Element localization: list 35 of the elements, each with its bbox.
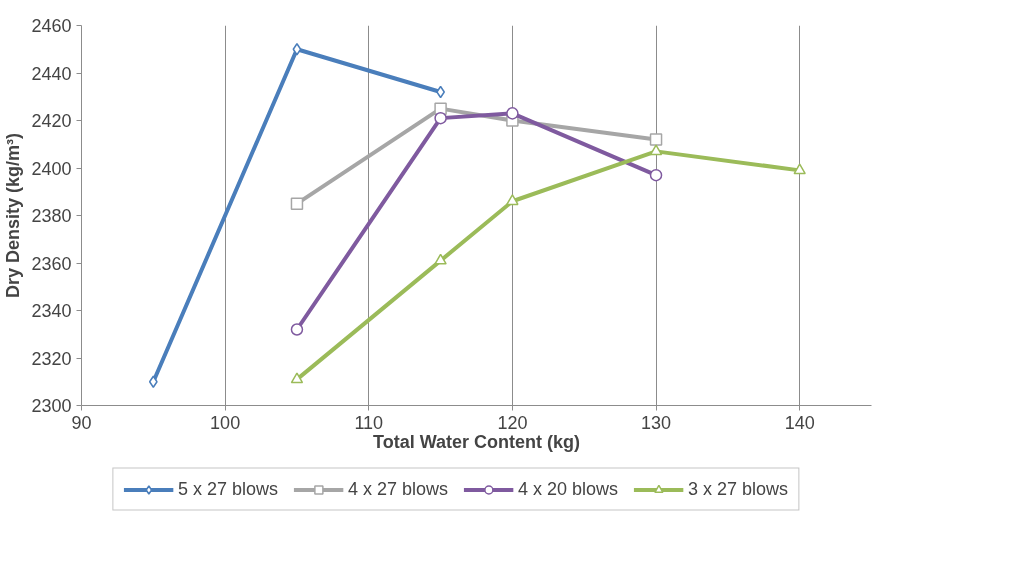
x-tick-label: 100 [210,412,241,433]
y-tick-label: 2440 [31,63,72,84]
point [290,323,304,336]
point [292,43,302,56]
y-tick-label: 2400 [31,158,72,179]
x-tick-label: 110 [354,412,384,433]
point [148,375,158,388]
y-tick-label: 2420 [31,111,72,131]
point [290,197,304,210]
y-tick-label: 2460 [31,16,72,36]
legend-label: 5 x 27 blows [177,478,278,500]
point [436,85,446,99]
point [506,194,519,206]
x-axis-title: Total Water Content (kg) [373,431,580,452]
y-axis-title: Dry Density (kg/m³) [3,132,24,299]
y-tick-label: 2380 [31,206,72,226]
legend-label: 4 x 27 blows [347,478,448,500]
x-tick-label: 140 [784,412,815,433]
point [649,133,663,146]
legend-label: 4 x 20 blows [518,478,619,500]
point [649,168,663,182]
y-tick-label: 2360 [31,253,72,274]
x-tick-label: 130 [641,412,672,433]
legend-label: 3 x 27 blows [688,478,789,500]
point [434,111,447,125]
point [506,107,519,120]
x-tick-label: 120 [497,412,528,433]
point [649,144,663,156]
y-tick-label: 2320 [31,348,72,369]
point [434,253,447,265]
y-tick-label: 2340 [31,301,72,321]
point [793,163,806,175]
point [290,372,304,384]
y-tick-label: 2300 [31,396,72,416]
x-tick-label: 90 [71,412,92,433]
